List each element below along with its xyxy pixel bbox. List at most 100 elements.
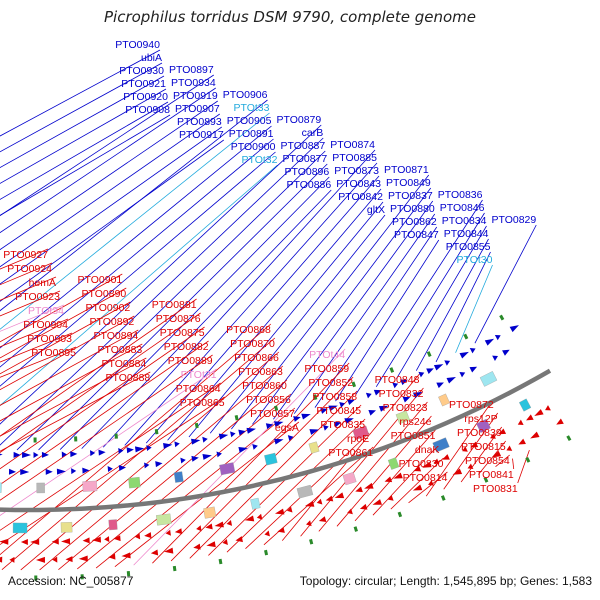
gene-label: PTO0873 <box>334 165 379 177</box>
label-connector <box>38 163 328 451</box>
label-connector <box>390 457 444 510</box>
forward-gene-arrow <box>320 408 328 414</box>
label-connector <box>0 87 216 234</box>
feature-block <box>479 371 498 387</box>
gene-label: PTO0921 <box>121 78 166 90</box>
reverse-gene-arrow <box>214 521 224 528</box>
forward-gene-arrow <box>365 392 372 399</box>
label-connector <box>425 398 495 497</box>
label-connector <box>189 390 358 559</box>
forward-gene-arrow <box>118 465 127 472</box>
green-tick-mark <box>389 367 395 373</box>
forward-gene-arrow <box>301 413 311 420</box>
reverse-gene-arrow <box>226 519 233 526</box>
label-connector <box>0 301 131 375</box>
reverse-gene-arrow <box>52 556 58 563</box>
reverse-gene-arrow <box>387 495 394 501</box>
gene-label: PTO0903 <box>27 333 72 345</box>
forward-gene-arrow <box>265 423 274 430</box>
gene-label: PTO0857 <box>250 408 295 420</box>
trna-label: PTOt30 <box>457 254 493 266</box>
reverse-gene-arrow <box>545 405 551 411</box>
forward-gene-arrow <box>20 468 30 475</box>
reverse-gene-arrow <box>491 450 502 458</box>
gene-label: PTO0880 <box>390 203 435 215</box>
label-connector <box>0 329 139 406</box>
forward-gene-arrow <box>378 405 389 412</box>
label-connector <box>0 323 272 556</box>
label-connector <box>0 112 270 330</box>
feature-block <box>0 482 2 493</box>
forward-gene-arrow <box>509 325 519 333</box>
feature-block <box>352 425 370 440</box>
forward-gene-arrow <box>230 431 236 438</box>
gene-label: PTO0893 <box>177 116 222 128</box>
label-connector <box>396 225 487 380</box>
gene-label: rps24e <box>399 416 431 428</box>
gene-label: PTO0832 <box>379 388 424 400</box>
gene-label: PTO0831 <box>473 483 518 495</box>
forward-gene-arrow <box>402 396 411 403</box>
gene-label: PTO0879 <box>276 114 321 126</box>
label-connector <box>435 251 491 363</box>
green-tick-mark <box>525 456 531 463</box>
reverse-gene-arrow <box>355 486 363 493</box>
gene-label: PTO0930 <box>119 65 164 77</box>
forward-gene-arrow <box>274 438 284 445</box>
green-tick-mark <box>483 476 489 483</box>
green-tick-mark <box>74 436 78 442</box>
gene-label: PTO0868 <box>226 324 271 336</box>
label-connector <box>0 287 127 359</box>
label-connector <box>0 298 197 437</box>
reverse-gene-arrow <box>364 482 374 489</box>
gene-label: PTO0835 <box>320 419 365 431</box>
forward-gene-arrow <box>309 429 319 435</box>
gene-label: PTO0897 <box>169 64 214 76</box>
feature-block <box>264 452 278 466</box>
green-tick-mark <box>33 437 37 443</box>
forward-gene-arrow <box>287 435 294 441</box>
forward-gene-arrow <box>216 451 222 458</box>
forward-gene-arrow <box>444 360 451 366</box>
forward-gene-arrow <box>333 421 342 428</box>
forward-gene-arrow <box>502 349 510 356</box>
gene-label: PTO0871 <box>384 164 429 176</box>
label-connector <box>0 382 221 531</box>
trna-label: PTOt33 <box>234 102 270 114</box>
reverse-gene-arrow <box>490 433 496 439</box>
label-connector <box>0 273 123 343</box>
forward-gene-arrow <box>56 468 66 475</box>
gene-label: PTO0894 <box>94 330 139 342</box>
reverse-gene-arrow <box>150 549 159 556</box>
gene-label: PTO0884 <box>102 358 147 370</box>
label-connector <box>39 365 284 571</box>
reverse-gene-arrow <box>82 537 90 544</box>
label-connector <box>20 351 280 571</box>
reverse-gene-arrow <box>0 556 3 563</box>
label-connector <box>354 429 436 522</box>
gene-label: PTO0905 <box>227 115 272 127</box>
forward-gene-arrow <box>368 409 376 416</box>
label-connector <box>81 189 332 449</box>
label-connector <box>0 368 217 517</box>
reverse-gene-arrow <box>193 543 201 550</box>
forward-gene-arrow <box>134 446 145 453</box>
forward-gene-arrow <box>339 402 345 408</box>
gene-label: PTO0917 <box>179 129 224 141</box>
gene-label: PTO0830 <box>399 458 444 470</box>
forward-gene-arrow <box>418 371 425 378</box>
label-connector <box>0 354 213 501</box>
forward-gene-arrow <box>118 448 124 455</box>
reverse-gene-arrow <box>51 538 59 545</box>
reverse-gene-arrow <box>256 513 263 520</box>
reverse-gene-arrow <box>164 547 174 554</box>
reverse-gene-arrow <box>205 523 213 530</box>
gene-label: PTO0836 <box>438 189 483 201</box>
gene-label: PTO0847 <box>394 229 439 241</box>
reverse-gene-arrow <box>264 530 270 537</box>
feature-block <box>342 471 357 486</box>
label-connector <box>0 164 278 407</box>
gene-labels: PTO0940ubiAPTO0930PTO0921PTO0920PTO0908P… <box>3 39 536 495</box>
forward-gene-arrow <box>494 335 501 341</box>
forward-gene-arrow <box>146 445 152 452</box>
